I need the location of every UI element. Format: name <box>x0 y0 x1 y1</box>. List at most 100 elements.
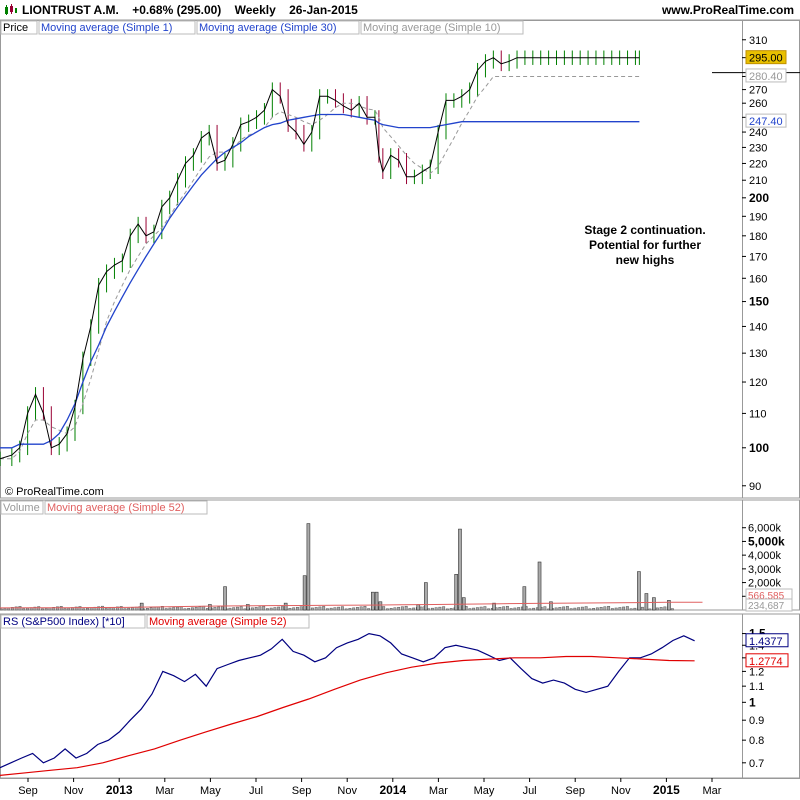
volume-bar <box>472 607 476 611</box>
volume-bar <box>280 606 284 611</box>
volume-bar <box>348 608 352 611</box>
volume-bar <box>640 606 644 611</box>
volume-tick-label: 2,000k <box>748 578 782 590</box>
volume-bar <box>378 601 383 611</box>
volume-bar <box>554 607 558 611</box>
volume-bar <box>108 607 112 611</box>
volume-bar <box>213 607 217 611</box>
legend-box <box>44 500 208 515</box>
volume-bar <box>333 607 337 611</box>
volume-bar <box>292 607 296 611</box>
volume-bar <box>44 608 48 611</box>
volume-bar <box>588 608 592 611</box>
volume-bar <box>104 608 108 611</box>
price-tick-label: 160 <box>749 273 767 285</box>
volume-bar <box>655 607 659 611</box>
volume-marker-label: 566,585 <box>748 591 785 602</box>
volume-bar <box>577 607 581 611</box>
price-tick-label: 230 <box>749 142 767 154</box>
volume-bar <box>153 607 157 611</box>
legend-entry: Moving average (Simple 1) <box>41 22 172 34</box>
volume-bar <box>67 607 71 611</box>
legend-entry: Moving average (Simple 52) <box>149 616 287 628</box>
watermark: © ProRealTime.com <box>5 486 104 498</box>
volume-bar <box>283 602 288 611</box>
volume-bar <box>667 600 671 611</box>
volume-bar <box>115 606 119 611</box>
ma1-line <box>0 57 640 460</box>
legend-entry: RS (S&P500 Index) [*10] <box>3 616 125 628</box>
volume-bar <box>584 606 588 611</box>
volume-bar <box>610 608 614 611</box>
volume-bar <box>208 604 212 611</box>
volume-bar <box>355 607 359 611</box>
volume-bar <box>592 608 596 611</box>
volume-bar <box>228 607 232 611</box>
volume-bar <box>149 607 153 611</box>
volume-tick-label: 6,000k <box>748 523 782 535</box>
rs-marker-label: 1.2774 <box>749 656 783 668</box>
x-tick-label: Nov <box>611 785 631 797</box>
price-marker <box>745 113 787 128</box>
price-tick-label: 260 <box>749 98 767 110</box>
volume-bar <box>123 608 127 611</box>
volume-bar <box>183 608 187 611</box>
volume-bar <box>22 608 26 611</box>
volume-bar <box>232 607 236 611</box>
volume-bar <box>445 608 449 611</box>
volume-bar <box>223 586 227 611</box>
volume-bar <box>371 591 375 611</box>
volume-tick-label: 4,000k <box>748 550 782 562</box>
volume-bar <box>314 607 318 611</box>
volume-bar <box>97 606 101 611</box>
x-tick-label: May <box>200 785 221 797</box>
volume-bar <box>427 608 431 611</box>
volume-bar <box>194 606 198 611</box>
volume-bar <box>0 608 3 611</box>
volume-bar <box>659 607 663 611</box>
price-tick-label: 200 <box>749 191 769 205</box>
price-tick-label: 110 <box>749 408 767 420</box>
x-tick-label: May <box>474 785 495 797</box>
candlestick-icon <box>5 4 17 15</box>
volume-bar <box>198 606 202 611</box>
price-tick-label: 180 <box>749 231 767 243</box>
volume-bar <box>262 606 266 611</box>
volume-bar <box>190 607 194 611</box>
volume-bar <box>179 606 183 611</box>
legend-entry: Price <box>3 22 28 34</box>
volume-bar <box>344 608 348 611</box>
volume-bar <box>607 605 611 611</box>
volume-bar <box>573 607 577 611</box>
volume-bar <box>595 607 599 611</box>
volume-bar <box>517 607 521 611</box>
volume-bar <box>302 575 307 611</box>
price-tick-label: 270 <box>749 85 767 97</box>
volume-bar <box>100 605 104 611</box>
volume-bar <box>337 606 341 611</box>
volume-bar <box>239 606 243 611</box>
volume-bar <box>625 606 629 611</box>
volume-bar <box>187 607 191 611</box>
volume-bar <box>299 606 303 611</box>
volume-bar <box>295 606 299 611</box>
x-tick-label: Jul <box>249 785 263 797</box>
volume-bar <box>442 606 446 611</box>
volume-bar <box>74 606 78 611</box>
volume-bar <box>522 586 527 611</box>
volume-bar <box>393 607 397 611</box>
volume-bar <box>382 606 386 611</box>
volume-bar <box>217 606 221 611</box>
volume-bar <box>438 606 442 611</box>
price-tick-label: 150 <box>749 295 769 309</box>
volume-bar <box>265 608 269 611</box>
volume-bar <box>580 606 584 611</box>
legend-entry: Volume <box>3 502 40 514</box>
volume-bar <box>245 604 250 611</box>
volume-bar <box>322 606 326 611</box>
volume-bar <box>479 606 483 611</box>
x-tick-label: Mar <box>429 785 448 797</box>
volume-bar <box>254 607 258 611</box>
price-tick-label: 170 <box>749 251 767 263</box>
volume-bar <box>25 607 29 611</box>
